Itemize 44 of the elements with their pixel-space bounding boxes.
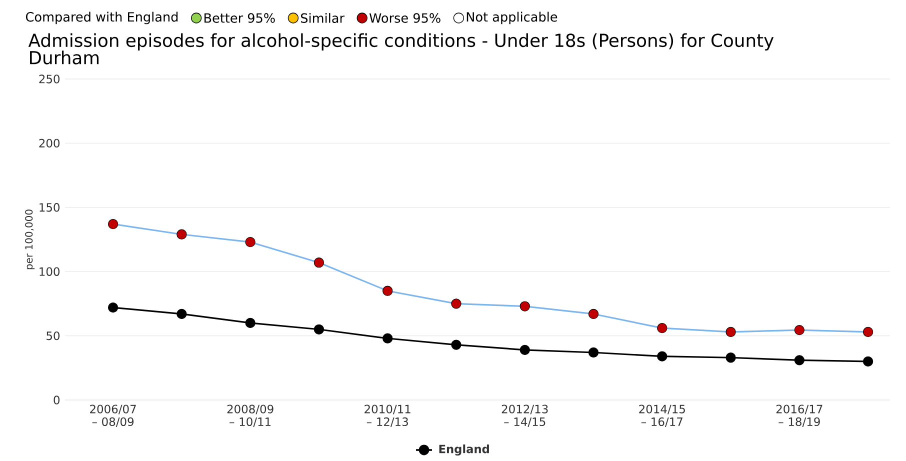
point <box>520 344 530 355</box>
point <box>657 323 668 334</box>
point <box>108 219 118 230</box>
point <box>451 298 462 309</box>
point <box>520 301 530 312</box>
point <box>314 324 324 334</box>
point <box>794 324 804 336</box>
legend-label: Similar <box>300 13 345 23</box>
point <box>588 347 599 358</box>
x-tick-label: 2008/09 – 10/11 <box>227 404 274 427</box>
x-tick-label: 2012/13 – 14/15 <box>502 404 548 427</box>
point <box>862 326 874 338</box>
y-tick-label: 200 <box>39 138 60 148</box>
y-axis-title: per 100,000 <box>25 210 35 270</box>
point <box>382 286 393 296</box>
point <box>794 355 804 366</box>
point <box>657 351 668 362</box>
point <box>451 340 462 350</box>
legend-label: England <box>439 444 489 456</box>
y-tick-label: 100 <box>40 267 60 276</box>
point <box>176 229 187 240</box>
point <box>176 308 187 320</box>
legend-label: Not applicable <box>466 12 558 24</box>
legend-label: Better 95% <box>204 13 275 23</box>
legend-title: Compared with England <box>26 12 178 24</box>
x-tick-label: 2014/15 – 16/17 <box>639 404 685 427</box>
y-tick-label: 250 <box>39 74 60 84</box>
point <box>382 333 393 344</box>
x-tick-label: 2010/11 – 12/13 <box>364 404 410 427</box>
y-tick-label: 150 <box>40 203 60 212</box>
chart-title: Admission episodes for alcohol-specific conditions - Under 18s (Persons) for County Durham <box>28 33 774 64</box>
legend-label: Worse 95% <box>369 13 440 23</box>
point <box>726 326 736 338</box>
point <box>314 258 324 268</box>
x-tick-label: 2016/17 – 18/19 <box>776 404 822 427</box>
point <box>726 352 736 363</box>
point <box>245 318 256 328</box>
y-tick-label: 0 <box>54 396 60 404</box>
y-tick-label: 50 <box>46 331 60 340</box>
point <box>108 302 118 313</box>
point <box>245 236 256 248</box>
point <box>862 356 874 367</box>
x-tick-label: 2006/07 – 08/09 <box>90 404 136 427</box>
point <box>588 308 599 320</box>
